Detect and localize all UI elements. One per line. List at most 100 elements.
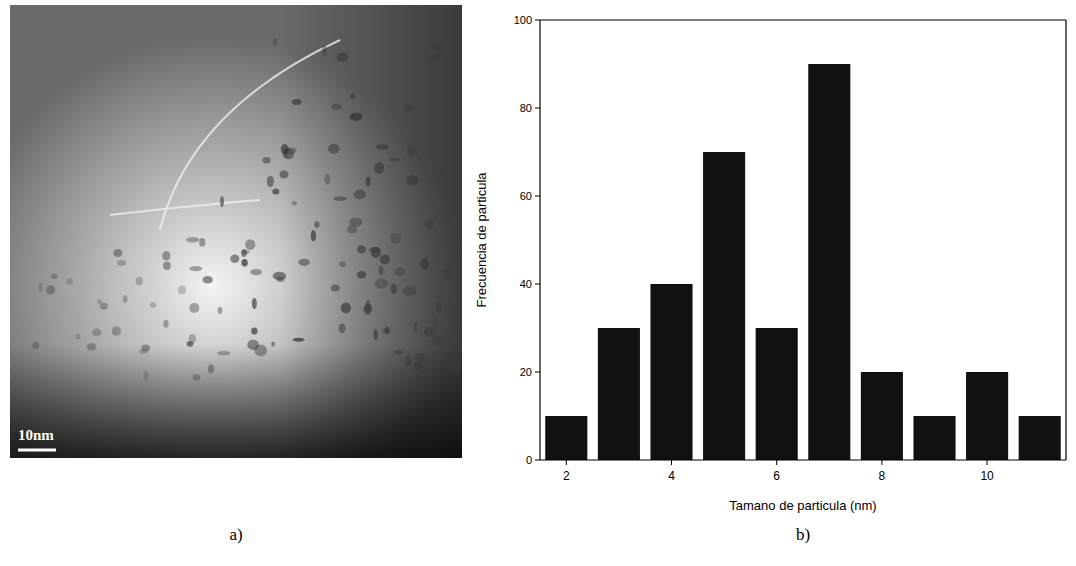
x-tick [987, 460, 988, 465]
y-tick [535, 20, 540, 21]
particle [324, 174, 330, 185]
particle [374, 329, 378, 340]
particle [357, 271, 366, 279]
particle [51, 274, 58, 279]
particle [420, 258, 429, 269]
particle [298, 259, 310, 266]
bar [650, 284, 692, 460]
bar [1019, 416, 1061, 460]
particle [432, 335, 443, 347]
particle [280, 170, 289, 178]
particle [364, 304, 373, 314]
particle [189, 303, 199, 313]
frame-right [1065, 20, 1066, 460]
x-axis-title: Tamano de particula (nm) [729, 498, 876, 513]
micrograph-ground [10, 5, 462, 458]
bar [545, 416, 587, 460]
particle [292, 99, 302, 105]
particle [391, 283, 397, 294]
particle [322, 45, 327, 56]
y-tick-label: 40 [520, 278, 532, 290]
particle [163, 262, 171, 270]
particle [375, 279, 389, 289]
x-tick-label: 10 [980, 469, 994, 483]
particle [341, 303, 351, 314]
particle [451, 363, 461, 374]
particle [250, 269, 262, 275]
particle [292, 201, 297, 206]
particle [339, 261, 346, 267]
particle [199, 238, 205, 247]
particle [328, 144, 340, 154]
particle [366, 177, 371, 187]
frame-top [540, 19, 1066, 20]
particle [189, 334, 196, 344]
particle [351, 112, 362, 120]
particle [414, 322, 418, 332]
particle [271, 341, 275, 346]
y-tick [535, 284, 540, 285]
bar [966, 372, 1008, 460]
particle [390, 233, 401, 244]
particle [139, 349, 148, 354]
particle [189, 266, 202, 271]
particle [162, 251, 170, 261]
particle [354, 190, 366, 200]
particle [438, 168, 449, 174]
particle [150, 302, 156, 308]
particle [333, 196, 347, 201]
y-tick-label: 60 [520, 190, 532, 202]
particle [406, 175, 419, 185]
particle [217, 351, 231, 355]
particle [100, 303, 108, 310]
particle [112, 326, 121, 336]
particle [376, 144, 389, 149]
particle [293, 338, 305, 342]
particle [273, 38, 277, 45]
y-tick-label: 0 [526, 454, 532, 466]
x-tick [566, 460, 567, 465]
particle [193, 374, 201, 380]
particle [283, 149, 289, 158]
particle [429, 54, 440, 61]
particle [445, 270, 455, 280]
particle [374, 162, 384, 174]
particle [394, 349, 403, 354]
page: 10nma)020406080100246810Tamano de partic… [0, 0, 1076, 566]
scale-bar-label: 10nm [18, 427, 54, 443]
particle [273, 272, 287, 280]
panel-label: b) [796, 525, 810, 544]
bar [756, 328, 798, 460]
panel-label: a) [229, 525, 242, 544]
y-axis-title: Frecuencia de particula [474, 172, 489, 308]
particle [337, 53, 349, 63]
particle [203, 276, 213, 283]
particle [380, 255, 390, 265]
particle [339, 324, 346, 333]
particle [92, 329, 101, 337]
micrograph-shade [10, 5, 462, 458]
y-tick-label: 80 [520, 102, 532, 114]
y-tick [535, 196, 540, 197]
particle [357, 245, 366, 253]
particle [403, 286, 417, 296]
particle [389, 158, 401, 162]
particle [136, 277, 143, 286]
x-tick [776, 460, 777, 465]
particle [75, 334, 80, 340]
particle [252, 298, 257, 309]
x-tick-label: 6 [773, 469, 780, 483]
particle [331, 284, 340, 291]
micrograph-shade [10, 5, 462, 458]
particle [245, 239, 255, 250]
x-tick [881, 460, 882, 465]
y-tick [535, 372, 540, 373]
particle [163, 320, 168, 328]
particle [230, 255, 239, 263]
bars [545, 64, 1060, 460]
particle [433, 44, 446, 50]
particle [218, 307, 223, 314]
particle [263, 157, 271, 164]
grain-edge [110, 40, 340, 230]
particle [452, 351, 462, 358]
